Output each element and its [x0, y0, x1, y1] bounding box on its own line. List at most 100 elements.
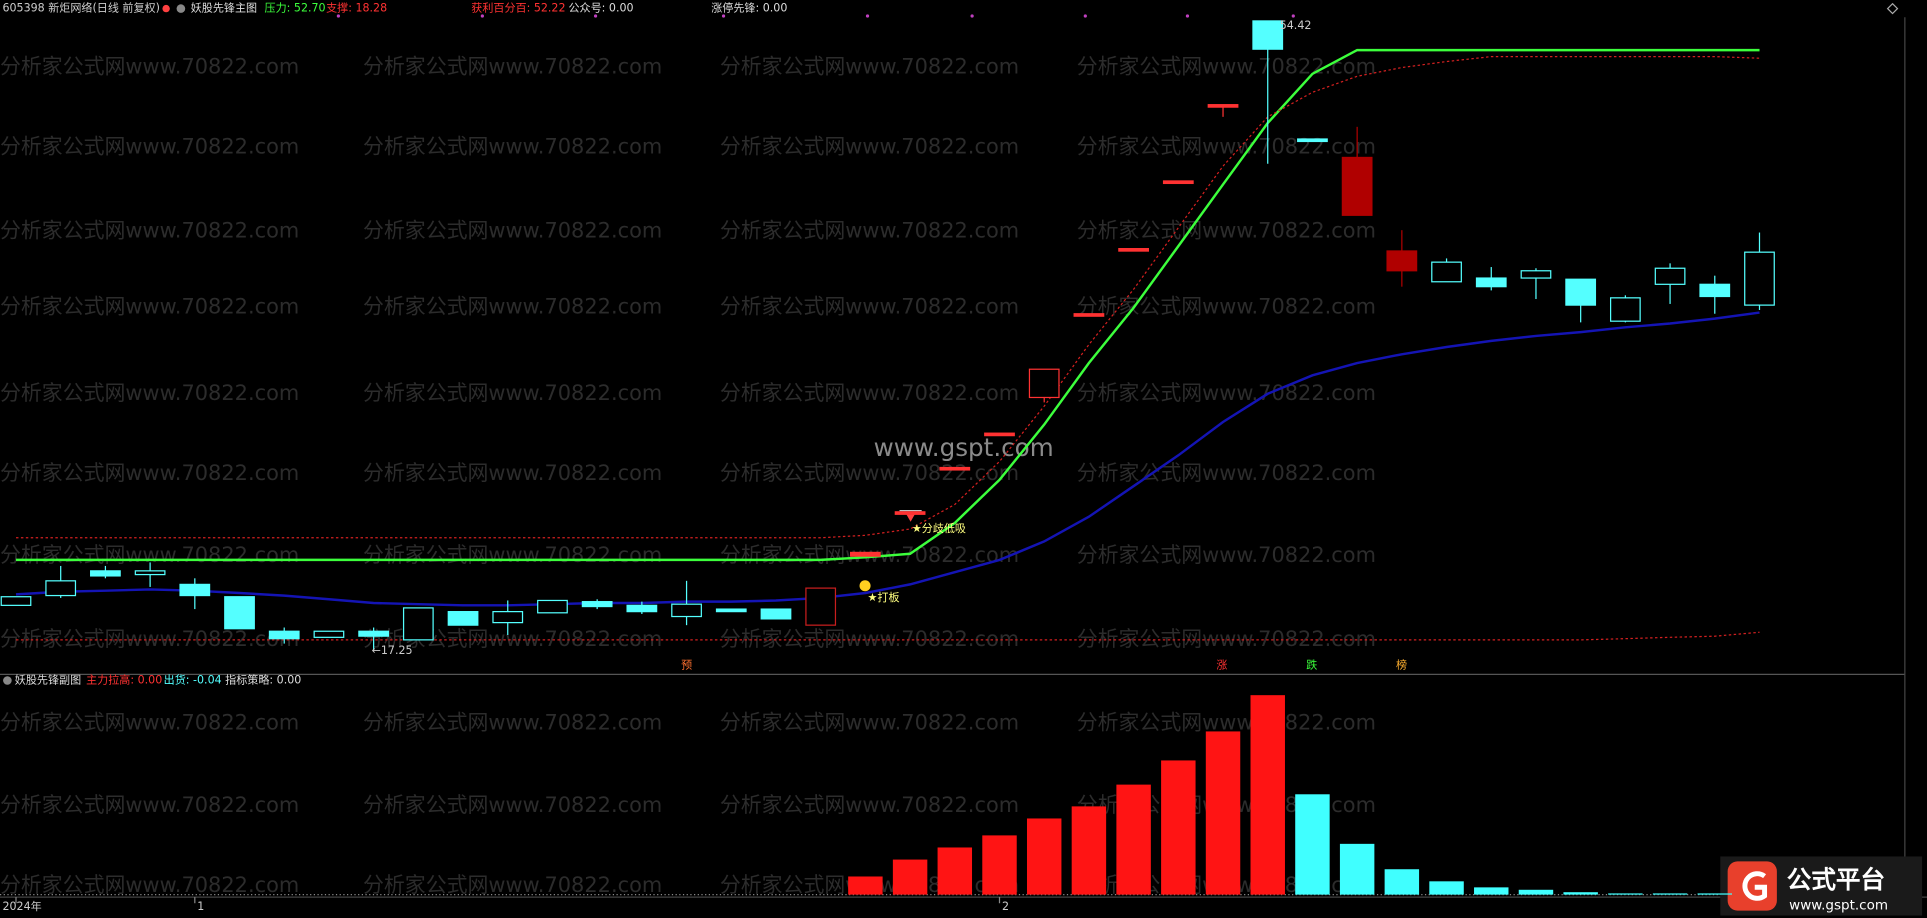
candle-body: [537, 599, 568, 614]
watermark: 分析家公式网www.70822.com: [0, 381, 299, 405]
bar: [1697, 893, 1733, 895]
low-label: ←17.25: [372, 644, 413, 657]
watermark: 分析家公式网www.70822.com: [1077, 461, 1376, 485]
candle-body: [1654, 267, 1686, 285]
watermark: 分析家公式网www.70822.com: [363, 381, 662, 405]
main-title: 妖股先锋主图: [191, 1, 257, 15]
watermark: 分析家公式网www.70822.com: [0, 461, 299, 485]
x-tick-label: 1: [197, 900, 204, 913]
watermark: 分析家公式网www.70822.com: [0, 793, 299, 817]
bar: [1026, 818, 1062, 895]
bar: [1652, 893, 1688, 895]
watermark: 分析家公式网www.70822.com: [720, 295, 1019, 319]
candle-body: [1520, 270, 1552, 279]
close-icon[interactable]: [162, 4, 170, 13]
legend-item: 获利百分百: 52.22: [471, 2, 565, 15]
bar: [848, 876, 883, 895]
candle-body: [1475, 277, 1507, 288]
watermark: 分析家公式网www.70822.com: [720, 711, 1019, 735]
candle-body: [760, 608, 792, 620]
signal-label: ★打板: [868, 590, 900, 604]
watermark: 分析家公式网www.70822.com: [1077, 543, 1376, 567]
marker-label: 榜: [1396, 658, 1407, 672]
high-label: 54.42: [1280, 19, 1312, 32]
watermark: 分析家公式网www.70822.com: [720, 381, 1019, 405]
candle-body: [492, 611, 524, 624]
logo-glyph: [1742, 871, 1768, 901]
candle-body: [134, 570, 166, 576]
bar: [1608, 893, 1643, 895]
watermark: 分析家公式网www.70822.com: [363, 543, 662, 567]
candle-body: [1207, 104, 1239, 108]
candle-body: [1028, 368, 1060, 399]
legend-item: 出货: -0.04: [164, 673, 222, 687]
candle-body: [715, 608, 747, 613]
candle-body: [1073, 313, 1105, 317]
bar: [982, 835, 1017, 895]
candle-body: [224, 596, 255, 630]
candle-body: [0, 596, 32, 606]
watermark: 分析家公式网www.70822.com: [720, 218, 1019, 242]
watermark: 分析家公式网www.70822.com: [1077, 295, 1376, 319]
marker-label: 涨: [1216, 659, 1227, 672]
sub-title: 妖股先锋副图: [15, 673, 81, 687]
indicator-line: [15, 48, 1760, 562]
watermark: 分析家公式网www.70822.com: [363, 135, 662, 159]
candle-body: [581, 601, 613, 608]
logo-icon: [1727, 861, 1777, 911]
bar: [1384, 869, 1420, 895]
bar: [1250, 695, 1285, 895]
candle-body: [1297, 138, 1328, 143]
signal-icon: [905, 513, 916, 522]
candle-body: [1118, 247, 1150, 252]
watermark: 分析家公式网www.70822.com: [0, 873, 299, 897]
watermark: 分析家公式网www.70822.com: [0, 55, 299, 79]
candle-body: [358, 630, 390, 637]
watermark: 分析家公式网www.70822.com: [1077, 218, 1376, 242]
x-tick-label: 2: [1002, 900, 1009, 913]
legend-item: 公众号: 0.00: [569, 2, 634, 15]
watermark: 分析家公式网www.70822.com: [720, 135, 1019, 159]
candle-body: [1744, 251, 1775, 306]
center-watermark: www.gspt.com: [874, 433, 1054, 462]
candle-body: [671, 603, 702, 618]
bar: [1339, 843, 1375, 895]
candle-body: [1386, 250, 1418, 272]
legend-item: 涨停先锋: 0.00: [711, 1, 787, 15]
watermark: 分析家公式网www.70822.com: [720, 793, 1019, 817]
logo-url: www.gspt.com: [1789, 898, 1888, 914]
candle-body: [894, 511, 926, 515]
indicator-icon[interactable]: [176, 4, 186, 13]
candle-body: [1565, 278, 1597, 306]
bar: [1474, 887, 1509, 895]
signal-label: ★分歧低吸: [912, 522, 966, 535]
window-icon[interactable]: [1886, 2, 1899, 15]
bar: [1161, 760, 1196, 895]
sub-indicator-icon[interactable]: [3, 676, 12, 685]
candle-body: [179, 583, 211, 597]
legend-item: 支撑: 18.28: [326, 1, 387, 15]
watermark: 分析家公式网www.70822.com: [1077, 711, 1376, 735]
candle-body: [447, 611, 479, 626]
candle-body: [805, 587, 837, 626]
bar: [892, 859, 928, 895]
watermark: 分析家公式网www.70822.com: [0, 135, 299, 159]
candle-body: [313, 630, 345, 638]
x-tick-label: 2024年: [2, 899, 41, 913]
watermark: 分析家公式网www.70822.com: [720, 461, 1019, 485]
legend-item: 压力: 52.70: [265, 2, 326, 15]
bar: [937, 847, 973, 895]
top-dots: [336, 14, 1295, 18]
watermark: 分析家公式网www.70822.com: [363, 461, 662, 485]
candle-body: [402, 607, 434, 641]
candle-body: [626, 604, 658, 613]
candle-body: [90, 570, 121, 577]
logo: 公式平台 www.gspt.com: [1720, 856, 1923, 916]
watermark: 分析家公式网www.70822.com: [0, 627, 299, 651]
watermark: 分析家公式网www.70822.com: [363, 793, 662, 817]
candle-body: [1162, 180, 1194, 185]
candle-body: [939, 466, 971, 471]
watermark: 分析家公式网www.70822.com: [363, 711, 662, 735]
